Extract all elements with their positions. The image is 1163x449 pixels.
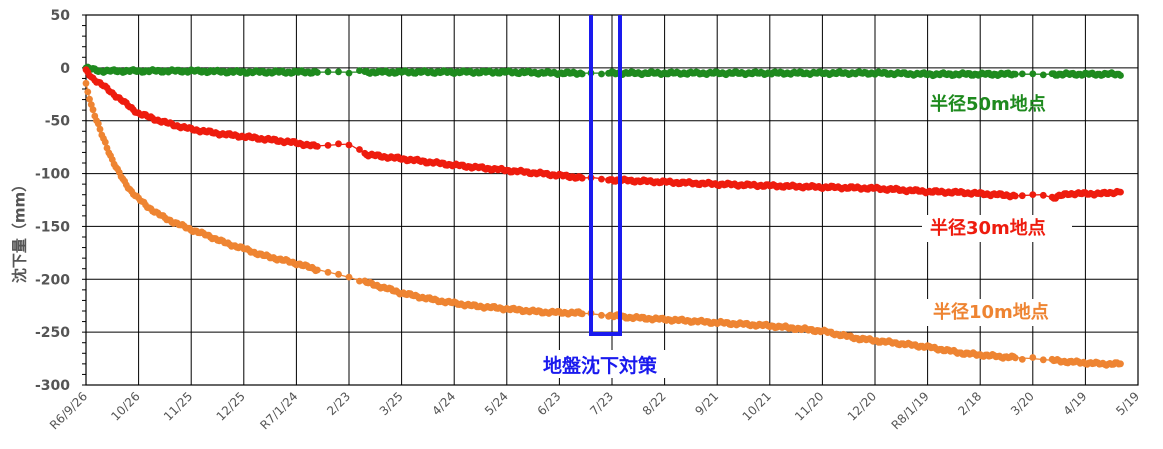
x-tick-label: 11/20	[792, 389, 826, 423]
x-tick-label: 7/23	[587, 389, 616, 418]
y-tick-label: 50	[51, 8, 71, 24]
y-axis-title: 沈下量（mm）	[10, 176, 29, 284]
data-point	[335, 140, 342, 148]
y-tick-label: -250	[35, 325, 70, 341]
data-point	[1039, 191, 1047, 199]
data-point	[1018, 356, 1026, 363]
data-point	[324, 68, 332, 76]
x-tick-label: 5/19	[1113, 389, 1142, 418]
series-label: 半径50m地点	[930, 93, 1046, 115]
series-label-background	[925, 299, 1075, 326]
x-tick-label: 9/21	[692, 389, 721, 418]
y-tick-label: -200	[35, 272, 70, 288]
x-tick-label: 8/22	[640, 389, 669, 418]
y-tick-label: -150	[35, 219, 70, 235]
data-point	[314, 143, 321, 150]
x-tick-label: 2/23	[324, 389, 353, 418]
x-tick-label: 5/24	[482, 389, 511, 418]
y-tick-label: -300	[35, 378, 70, 394]
data-point	[1018, 192, 1026, 200]
data-point	[1117, 188, 1124, 196]
series-label: 半径30m地点	[930, 217, 1046, 239]
data-point	[89, 106, 97, 114]
x-tick-label: 6/23	[535, 389, 564, 418]
x-tick-label: 2/18	[955, 389, 984, 418]
x-tick-label: 3/25	[377, 389, 406, 418]
data-point	[1011, 192, 1019, 200]
x-tick-label: 3/20	[1008, 389, 1037, 418]
data-point	[598, 70, 605, 78]
x-tick-label: 4/19	[1061, 389, 1090, 418]
plot-border	[85, 14, 1139, 386]
data-point	[94, 120, 102, 128]
data-point	[578, 70, 586, 78]
data-point	[1039, 356, 1047, 364]
data-point	[1018, 70, 1026, 78]
period-label-background	[528, 350, 672, 378]
data-point	[1117, 72, 1124, 79]
data-point	[335, 270, 342, 278]
data-point	[356, 146, 363, 153]
x-tick-label: R8/1/19	[889, 389, 932, 432]
data-point	[96, 125, 104, 133]
data-point	[86, 95, 93, 103]
data-point	[1039, 71, 1047, 79]
x-tick-label: 12/25	[214, 389, 248, 423]
data-point	[1011, 354, 1019, 362]
period-marker-right	[618, 15, 622, 335]
data-point	[101, 138, 109, 146]
x-tick-label: 12/20	[845, 389, 879, 423]
data-point	[314, 266, 321, 274]
x-tick-label: R6/9/26	[47, 389, 90, 432]
data-point	[1117, 360, 1124, 368]
period-label: 地盤沈下対策	[543, 354, 658, 377]
data-point	[578, 310, 586, 318]
data-point	[598, 175, 605, 183]
data-point	[345, 69, 353, 77]
data-point	[314, 69, 321, 76]
x-tick-label: 10/21	[740, 389, 774, 423]
x-tick-label: 10/26	[108, 389, 142, 423]
data-point	[324, 142, 332, 149]
data-point	[578, 174, 586, 182]
data-point	[1029, 70, 1037, 78]
x-tick-label: 11/25	[161, 389, 195, 423]
data-point	[1029, 191, 1037, 199]
y-tick-label: 0	[60, 61, 70, 77]
y-tick-label: -100	[35, 167, 70, 183]
data-point	[324, 268, 332, 276]
data-point	[82, 79, 90, 87]
data-point	[598, 311, 605, 319]
y-axis-title-wrap: 沈下量（mm）	[2, 176, 36, 284]
x-tick-label: 4/24	[429, 389, 458, 418]
data-point	[84, 88, 92, 96]
period-bracket	[589, 332, 622, 336]
data-point	[356, 277, 363, 285]
data-point	[1029, 354, 1037, 361]
series-label-background	[922, 215, 1072, 242]
y-tick-label: -50	[45, 114, 71, 130]
data-point	[1011, 70, 1019, 78]
series-label: 半径10m地点	[933, 301, 1049, 323]
data-point	[345, 141, 353, 149]
data-point	[335, 68, 342, 76]
data-point	[345, 273, 353, 281]
period-marker-left	[589, 15, 593, 335]
data-point	[356, 67, 363, 74]
x-tick-label: R7/1/24	[257, 389, 300, 432]
